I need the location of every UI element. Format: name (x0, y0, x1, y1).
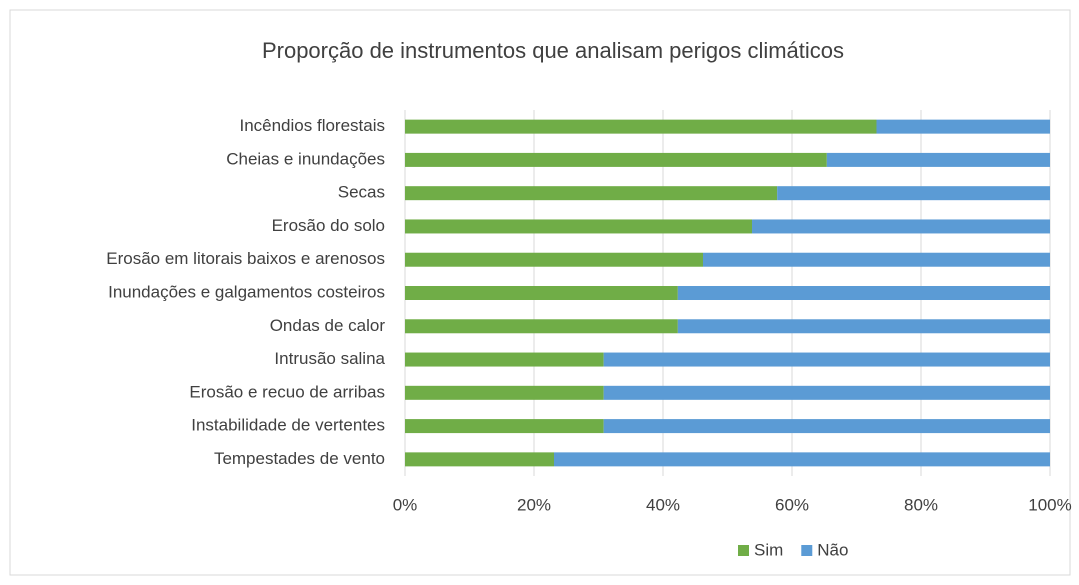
bar-segment (777, 186, 1050, 201)
bar-segment (405, 452, 554, 467)
bar-segment (405, 252, 703, 267)
legend-swatch (738, 545, 749, 556)
bar-segment (677, 286, 1050, 300)
y-tick-label: Instabilidade de vertentes (191, 416, 385, 435)
bar-segment (603, 419, 1050, 434)
bar-segment (405, 419, 604, 434)
legend-swatch (801, 545, 813, 556)
bar-segment (752, 219, 1050, 234)
y-tick-label: Cheias e inundações (226, 149, 385, 168)
bar-segment (702, 252, 1050, 267)
bar-segment (405, 385, 604, 400)
bar-segment (405, 119, 877, 134)
y-tick-label: Erosão e recuo de arribas (189, 382, 385, 401)
y-tick-label: Inundações e galgamentos costeiros (108, 282, 385, 301)
legend-label: Não (817, 540, 848, 559)
bar-segment (405, 352, 604, 367)
bar-segment (876, 119, 1050, 134)
y-tick-label: Tempestades de vento (214, 449, 385, 468)
bar-segment (405, 219, 753, 234)
bar-segment (677, 319, 1050, 334)
x-tick-label: 100% (1028, 495, 1071, 514)
bar-segment (603, 385, 1050, 400)
x-tick-label: 40% (646, 495, 680, 514)
y-tick-label: Intrusão salina (274, 349, 385, 368)
y-tick-label: Erosão em litorais baixos e arenosos (106, 249, 385, 268)
x-tick-label: 80% (904, 495, 938, 514)
x-tick-label: 60% (775, 495, 809, 514)
bar-segment (405, 152, 827, 167)
y-tick-label: Erosão do solo (272, 216, 385, 235)
chart-title: Proporção de instrumentos que analisam p… (262, 38, 844, 63)
bar-segment (553, 452, 1050, 467)
bar-segment (603, 352, 1050, 367)
bar-segment (405, 319, 678, 334)
x-tick-label: 0% (393, 495, 418, 514)
bar-segment (405, 286, 678, 300)
bar-segment (826, 152, 1050, 167)
y-tick-label: Incêndios florestais (239, 116, 385, 135)
legend-label: Sim (754, 540, 783, 559)
x-tick-label: 20% (517, 495, 551, 514)
y-tick-label: Secas (338, 183, 385, 202)
bar-segment (405, 186, 778, 201)
y-tick-label: Ondas de calor (270, 316, 386, 335)
